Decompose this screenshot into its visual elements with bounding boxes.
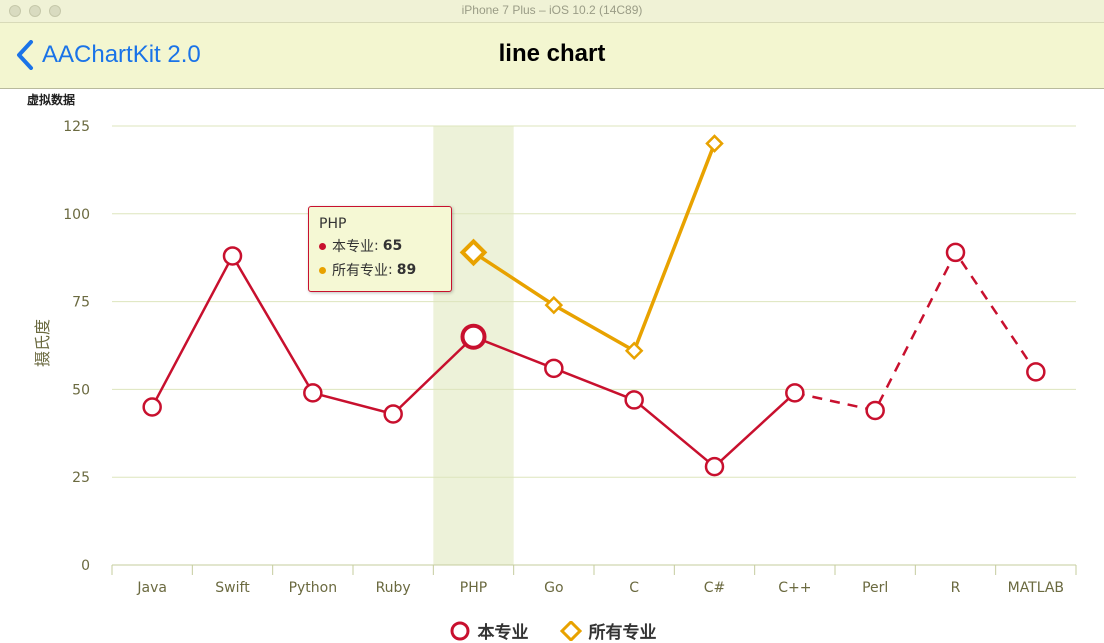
y-tick-label: 50 [72,382,90,398]
x-tick-label: Swift [215,580,250,596]
diamond-marker-icon [559,620,582,641]
chevron-left-icon [17,40,33,70]
x-tick-label: Ruby [376,580,411,596]
series-1-point [945,242,966,263]
y-tick-label: 125 [63,119,90,135]
series-1-point [1026,362,1046,382]
series-1-point [142,397,162,417]
legend-label-series-2: 所有专业 [588,623,657,643]
tooltip-series-2-value: 89 [396,262,417,278]
circle-marker-icon [450,621,469,640]
series-1-point [704,456,725,477]
navigation-bar: AAChartKit 2.0 line chart [0,23,1104,89]
x-tick-label: MATLAB [1008,580,1064,596]
tooltip-series-1-label: 本专业 [332,239,374,255]
window-title: iPhone 7 Plus – iOS 10.2 (14C89) [461,3,643,17]
legend-label-series-1: 本专业 [477,623,529,643]
series-2-point [459,238,488,267]
series-1-point [865,400,885,421]
back-button-label: AAChartKit 2.0 [42,41,201,68]
y-tick-label: 25 [72,470,90,486]
minimize-window-button[interactable] [29,5,41,17]
x-tick-label: C [629,580,639,596]
x-tick-label: Perl [862,580,888,596]
series-1-point [460,323,487,350]
y-tick-label: 0 [81,558,90,574]
line-chart: 0 25 50 75 100 125 Java Swift Python Ruby PHP Go C C#… [27,92,1077,596]
x-tick-label: C# [704,580,726,596]
series-1-point [785,383,805,403]
chart-legend: 本专业 所有专业 [0,618,1104,643]
series-2-line [472,142,717,353]
y-tick-label: 100 [63,207,90,223]
zoom-window-button[interactable] [49,5,61,17]
y-tick-label: 75 [72,295,90,311]
page-title: line chart [498,40,606,67]
series-1-point [303,383,323,403]
y-axis-title: 摄氏度 [33,319,52,367]
window-titlebar: iPhone 7 Plus – iOS 10.2 (14C89) [0,0,1104,23]
series-2-point [624,341,644,361]
back-button[interactable]: AAChartKit 2.0 [16,37,201,73]
series-1-point [624,390,644,410]
tooltip-row-series-2: 所有专业: 89 [319,260,441,280]
series-2-point [544,295,564,315]
x-tick-label: PHP [460,580,487,596]
series-2-dot-icon [319,266,326,274]
x-tick-label: C++ [778,580,811,596]
chart-tooltip: PHP 本专业: 65 所有专业: 89 [308,206,452,292]
series-1-point [222,246,243,266]
x-tick-label: Python [289,580,338,596]
close-window-button[interactable] [9,5,21,17]
window-controls [9,5,61,17]
series-2-point [705,134,724,153]
tooltip-title: PHP [319,216,347,232]
tooltip-series-2-label: 所有专业 [332,263,388,279]
x-tick-label: Go [544,580,563,596]
series-1-point [544,358,564,379]
x-tick-label: R [951,580,961,596]
chart-subtitle: 虚拟数据 [27,92,75,107]
x-tick-label: Java [136,580,167,596]
series-1-dot-icon [319,242,326,250]
tooltip-series-1-value: 65 [382,238,403,254]
tooltip-row-series-1: 本专业: 65 [319,236,441,256]
legend-item-series-2[interactable]: 所有专业 [559,618,657,643]
legend-item-series-1[interactable]: 本专业 [448,618,529,643]
series-1-point [383,404,403,424]
series-1-line [794,251,1037,412]
